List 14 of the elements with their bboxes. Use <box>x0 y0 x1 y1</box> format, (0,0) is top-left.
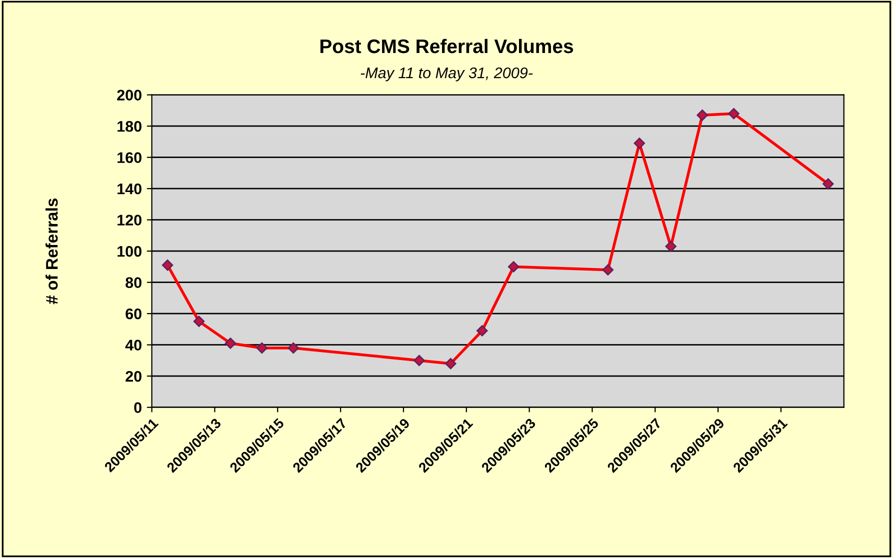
y-tick-label: 140 <box>118 183 142 194</box>
y-tick-label: 200 <box>117 90 142 101</box>
y-tick-label: 60 <box>126 308 142 320</box>
y-axis-title: # of Referrals <box>46 198 58 304</box>
chart-subtitle: -May 11 to May 31, 2009- <box>360 67 533 82</box>
chart-title: Post CMS Referral Volumes <box>320 38 574 54</box>
y-tick-label: 80 <box>126 277 142 288</box>
y-tick-label: 180 <box>118 120 142 132</box>
y-tick-label: 160 <box>118 152 142 164</box>
y-tick-label: 100 <box>118 246 142 257</box>
y-tick-label: 120 <box>118 214 142 226</box>
y-tick-label: 0 <box>134 402 142 414</box>
y-tick-label: 20 <box>126 370 142 382</box>
y-tick-label: 40 <box>125 340 142 351</box>
